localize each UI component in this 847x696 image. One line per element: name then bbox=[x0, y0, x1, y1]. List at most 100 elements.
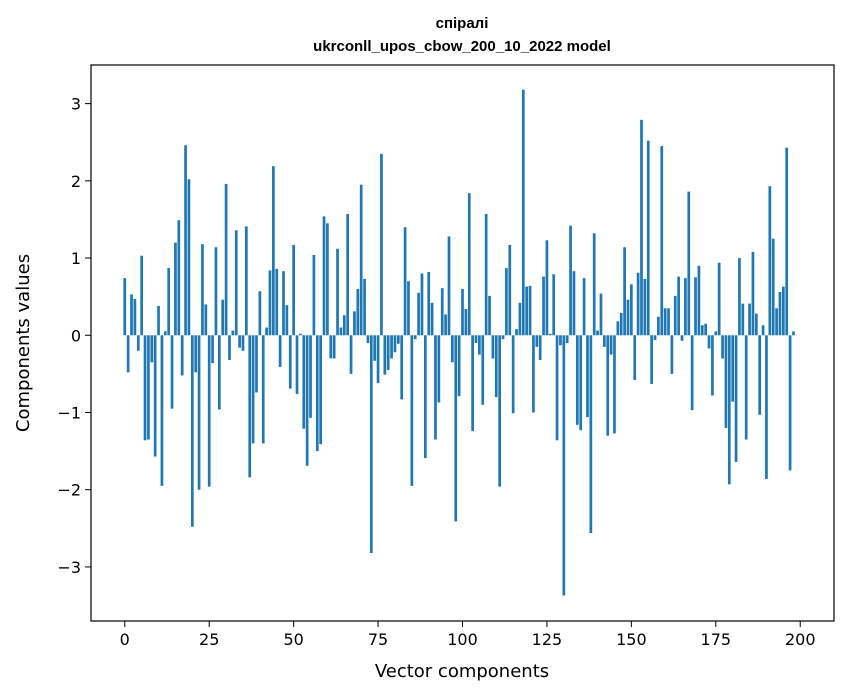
bars-group bbox=[123, 89, 795, 596]
bar-190 bbox=[765, 335, 768, 479]
y-axis-ticks: −3 −2 −1 0 1 2 3 bbox=[57, 95, 91, 577]
bar-136 bbox=[582, 278, 586, 336]
bar-147 bbox=[619, 312, 623, 336]
bar-96 bbox=[447, 236, 451, 336]
bar-10 bbox=[157, 305, 160, 336]
bar-151 bbox=[633, 335, 637, 381]
bar-160 bbox=[663, 308, 667, 336]
bar-181 bbox=[734, 335, 738, 462]
bar-56 bbox=[312, 254, 316, 336]
chart-subtitle: ukrconll_upos_cbow_200_10_2022 model bbox=[313, 38, 611, 55]
bar-178 bbox=[724, 335, 728, 428]
bar-49 bbox=[288, 335, 292, 389]
bar-162 bbox=[670, 335, 674, 374]
bar-38 bbox=[251, 335, 255, 444]
bar-185 bbox=[748, 303, 751, 336]
bar-47 bbox=[282, 271, 285, 336]
bar-119 bbox=[525, 286, 529, 336]
bar-165 bbox=[680, 335, 684, 341]
bar-42 bbox=[265, 327, 268, 336]
bar-143 bbox=[606, 335, 610, 436]
bar-15 bbox=[174, 242, 177, 336]
bar-45 bbox=[275, 268, 279, 336]
x-tick-label: 25 bbox=[199, 630, 219, 649]
bar-132 bbox=[569, 225, 572, 336]
bar-116 bbox=[515, 329, 518, 336]
bar-161 bbox=[667, 308, 670, 336]
bar-183 bbox=[741, 303, 745, 336]
bar-142 bbox=[602, 335, 606, 347]
bar-24 bbox=[204, 304, 208, 336]
x-tick-label: 200 bbox=[785, 630, 816, 649]
bar-4 bbox=[136, 335, 140, 351]
bar-111 bbox=[498, 335, 501, 487]
bar-68 bbox=[353, 311, 356, 336]
bar-172 bbox=[704, 323, 708, 336]
x-tick-label: 75 bbox=[368, 630, 388, 649]
bar-175 bbox=[714, 331, 718, 336]
bar-31 bbox=[228, 335, 231, 360]
x-tick-label: 0 bbox=[120, 630, 130, 649]
bar-168 bbox=[690, 335, 694, 411]
bar-98 bbox=[454, 335, 458, 522]
bar-135 bbox=[579, 335, 583, 431]
bar-22 bbox=[197, 335, 201, 490]
bar-118 bbox=[521, 89, 525, 336]
bar-92 bbox=[434, 335, 437, 440]
bar-187 bbox=[754, 313, 758, 336]
bar-193 bbox=[775, 308, 778, 336]
x-tick-label: 100 bbox=[447, 630, 478, 649]
bar-110 bbox=[494, 335, 498, 398]
x-tick-label: 150 bbox=[616, 630, 647, 649]
bar-61 bbox=[329, 335, 333, 359]
bar-11 bbox=[160, 335, 164, 486]
bar-62 bbox=[332, 335, 336, 359]
bar-179 bbox=[727, 335, 731, 485]
bar-195 bbox=[781, 286, 785, 336]
bar-16 bbox=[177, 220, 181, 336]
bar-43 bbox=[268, 270, 272, 336]
bar-125 bbox=[545, 240, 549, 336]
bar-9 bbox=[153, 335, 157, 457]
x-axis-label: Vector components bbox=[375, 661, 549, 682]
bar-29 bbox=[221, 299, 225, 336]
bar-73 bbox=[369, 335, 373, 554]
bar-152 bbox=[636, 272, 640, 336]
bar-39 bbox=[255, 335, 258, 393]
bar-150 bbox=[630, 284, 633, 336]
bar-176 bbox=[717, 262, 721, 336]
bar-104 bbox=[474, 335, 478, 343]
bar-64 bbox=[339, 327, 343, 336]
bar-115 bbox=[511, 335, 515, 414]
bar-171 bbox=[700, 325, 704, 336]
bar-63 bbox=[336, 248, 339, 336]
bar-194 bbox=[778, 292, 782, 336]
bar-82 bbox=[400, 335, 404, 400]
bar-91 bbox=[430, 302, 434, 336]
bar-121 bbox=[532, 335, 535, 413]
bar-186 bbox=[751, 251, 755, 336]
bar-107 bbox=[484, 214, 488, 336]
bar-75 bbox=[376, 335, 380, 384]
bar-27 bbox=[214, 247, 218, 336]
bar-159 bbox=[660, 146, 664, 336]
bar-97 bbox=[451, 335, 454, 363]
bar-1 bbox=[126, 335, 130, 373]
bar-66 bbox=[346, 214, 350, 336]
bar-103 bbox=[471, 335, 474, 432]
bar-5 bbox=[140, 255, 144, 336]
bar-88 bbox=[420, 273, 424, 336]
bar-123 bbox=[538, 335, 542, 360]
bar-140 bbox=[596, 330, 599, 336]
bar-52 bbox=[299, 333, 302, 336]
bar-124 bbox=[542, 276, 545, 336]
bar-79 bbox=[390, 335, 393, 359]
bar-37 bbox=[248, 335, 252, 478]
bar-2 bbox=[130, 294, 133, 336]
bar-117 bbox=[518, 302, 522, 336]
bar-182 bbox=[738, 258, 741, 336]
bar-156 bbox=[650, 335, 653, 384]
bar-33 bbox=[234, 230, 238, 336]
bar-191 bbox=[768, 186, 772, 336]
